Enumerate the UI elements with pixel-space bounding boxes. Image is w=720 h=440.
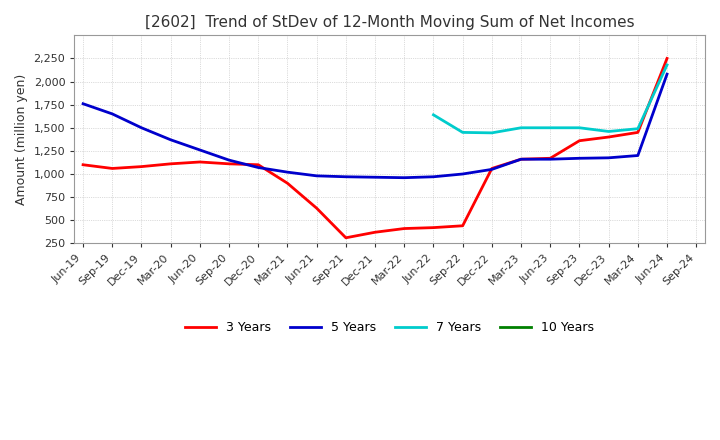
Title: [2602]  Trend of StDev of 12-Month Moving Sum of Net Incomes: [2602] Trend of StDev of 12-Month Moving… <box>145 15 634 30</box>
Legend: 3 Years, 5 Years, 7 Years, 10 Years: 3 Years, 5 Years, 7 Years, 10 Years <box>180 316 600 339</box>
Y-axis label: Amount (million yen): Amount (million yen) <box>15 74 28 205</box>
